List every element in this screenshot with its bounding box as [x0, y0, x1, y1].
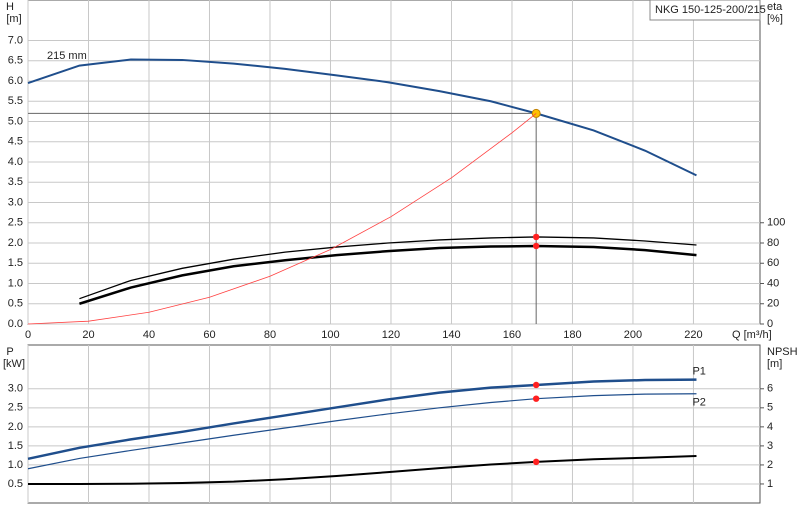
y-tick-label: 3.0: [8, 383, 23, 395]
y-tick-label: 2.0: [8, 237, 23, 249]
duty-point: [532, 242, 540, 250]
y-tick-label: 5.0: [8, 115, 23, 127]
y2-tick-label: 2: [767, 459, 773, 471]
y2-tick-label: 5: [767, 402, 773, 414]
y-tick-label: 3.0: [8, 196, 23, 208]
y2-tick-label: 20: [767, 298, 779, 310]
y2-axis-label: eta: [767, 1, 783, 13]
y-tick-label: 1.5: [8, 257, 23, 269]
y2-tick-label: 3: [767, 440, 773, 452]
y2-axis-label: NPSH: [767, 346, 798, 358]
y-tick-label: 1.5: [8, 440, 23, 452]
series-label: P2: [692, 397, 705, 409]
x-tick-label: 100: [321, 329, 339, 341]
x-axis-label: Q [m³/h]: [732, 329, 772, 341]
x-tick-label: 140: [442, 329, 460, 341]
y-tick-label: 0.0: [8, 318, 23, 330]
duty-point: [532, 395, 540, 402]
y-tick-label: 5.5: [8, 95, 23, 107]
curve: [27, 378, 697, 461]
y-tick-label: 2.5: [8, 217, 23, 229]
y-axis-label: H: [6, 1, 14, 13]
y2-tick-label: 0: [767, 318, 773, 330]
y-tick-label: 7.0: [8, 34, 23, 46]
curve: [27, 393, 697, 470]
y-tick-label: 4.5: [8, 136, 23, 148]
series-label: P1: [692, 366, 705, 378]
x-tick-label: 60: [203, 329, 215, 341]
duty-point: [532, 458, 540, 466]
y-tick-label: 0.5: [8, 298, 23, 310]
y-tick-label: 3.5: [8, 176, 23, 188]
y2-tick-label: 80: [767, 237, 779, 249]
x-tick-label: 80: [264, 329, 276, 341]
duty-point: [532, 381, 540, 389]
y-tick-label: 2.0: [8, 421, 23, 433]
x-tick-label: 40: [143, 329, 155, 341]
title-box: [649, 0, 761, 21]
x-tick-label: 0: [25, 329, 31, 341]
curve: [27, 58, 697, 177]
y2-axis-unit: [%]: [767, 13, 783, 25]
y-tick-label: 6.5: [8, 55, 23, 67]
x-tick-label: 200: [624, 329, 642, 341]
y2-tick-label: 60: [767, 257, 779, 269]
y-tick-label: 0.5: [8, 478, 23, 490]
chart-title: NKG 150-125-200/215: [655, 4, 766, 16]
duty-point: [532, 233, 540, 241]
x-tick-label: 160: [503, 329, 521, 341]
y2-tick-label: 100: [767, 217, 785, 229]
y2-tick-label: 1: [767, 478, 773, 490]
y-axis-label: P: [6, 346, 13, 358]
y2-tick-label: 6: [767, 383, 773, 395]
curve: [27, 113, 537, 325]
y-tick-label: 6.0: [8, 75, 23, 87]
plot-frame: [27, 344, 761, 504]
y-axis-unit: [kW]: [3, 358, 25, 370]
x-tick-label: 120: [382, 329, 400, 341]
x-tick-label: 20: [82, 329, 94, 341]
curve: [79, 236, 697, 300]
y-axis-unit: [m]: [6, 13, 21, 25]
y-tick-label: 2.5: [8, 402, 23, 414]
x-tick-label: 220: [684, 329, 702, 341]
curve: [28, 454, 697, 485]
curve-annotation: 215 mm: [47, 50, 87, 62]
y-tick-label: 4.0: [8, 156, 23, 168]
y-tick-label: 1.0: [8, 459, 23, 471]
y2-tick-label: 4: [767, 421, 773, 433]
x-tick-label: 180: [563, 329, 581, 341]
y2-axis-unit: [m]: [767, 358, 782, 370]
curve: [79, 244, 697, 305]
y-tick-label: 1.0: [8, 277, 23, 289]
y2-tick-label: 40: [767, 277, 779, 289]
